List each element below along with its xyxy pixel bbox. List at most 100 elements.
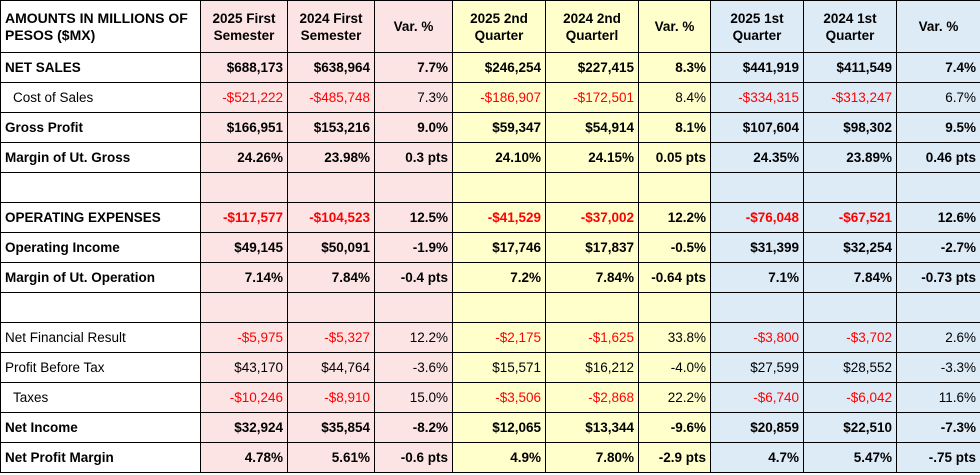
spacer-cell — [638, 172, 711, 203]
value-cell: $32,254 — [803, 232, 897, 263]
value-cell: 8.4% — [638, 82, 711, 113]
value-cell: $17,746 — [452, 232, 546, 263]
value-cell: -$41,529 — [452, 202, 546, 233]
spacer-cell — [0, 172, 201, 203]
spacer-cell — [0, 292, 201, 323]
value-cell: $27,599 — [710, 352, 804, 383]
value-cell: 5.61% — [287, 442, 375, 473]
table-row: Margin of Ut. Gross 24.26% 23.98% 0.3 pts 24… — [0, 142, 980, 173]
row-label: Taxes — [0, 382, 201, 413]
header-var-2nd-quarter: Var. % — [638, 0, 711, 53]
value-cell: 6.7% — [896, 82, 980, 113]
row-label: Operating Income — [0, 232, 201, 263]
value-cell: 4.7% — [710, 442, 804, 473]
value-cell: 5.47% — [803, 442, 897, 473]
row-label: Margin of Ut. Gross — [0, 142, 201, 173]
value-cell: $28,552 — [803, 352, 897, 383]
value-cell: -$6,042 — [803, 382, 897, 413]
value-cell: 23.89% — [803, 142, 897, 173]
table-row: Operating Income $49,145 $50,091 -1.9% $17,7… — [0, 232, 980, 263]
value-cell: -$5,327 — [287, 322, 375, 353]
spacer-cell — [803, 292, 897, 323]
value-cell: $54,914 — [545, 112, 639, 143]
value-cell: 12.5% — [374, 202, 453, 233]
table-body: NET SALES $688,173 $638,964 7.7% $246,254 $22… — [0, 52, 980, 473]
value-cell: $411,549 — [803, 52, 897, 83]
row-label: Gross Profit — [0, 112, 201, 143]
spacer-row — [0, 292, 980, 323]
value-cell: 15.0% — [374, 382, 453, 413]
value-cell: $17,837 — [545, 232, 639, 263]
spacer-cell — [638, 292, 711, 323]
value-cell: -4.0% — [638, 352, 711, 383]
value-cell: -0.73 pts — [896, 262, 980, 293]
spacer-cell — [452, 172, 546, 203]
value-cell: -$37,002 — [545, 202, 639, 233]
value-cell: 12.6% — [896, 202, 980, 233]
header-var-semester: Var. % — [374, 0, 453, 53]
value-cell: -7.3% — [896, 412, 980, 443]
header-2025-1st-quarter: 2025 1st Quarter — [710, 0, 804, 53]
value-cell: 4.9% — [452, 442, 546, 473]
value-cell: 9.5% — [896, 112, 980, 143]
value-cell: -$8,910 — [287, 382, 375, 413]
value-cell: 7.3% — [374, 82, 453, 113]
value-cell: 0.3 pts — [374, 142, 453, 173]
value-cell: 7.14% — [200, 262, 288, 293]
spacer-cell — [545, 292, 639, 323]
value-cell: -$117,577 — [200, 202, 288, 233]
header-var-1st-quarter: Var. % — [896, 0, 980, 53]
value-cell: 24.35% — [710, 142, 804, 173]
value-cell: -2.7% — [896, 232, 980, 263]
value-cell: $32,924 — [200, 412, 288, 443]
header-label: AMOUNTS IN MILLIONS OF PESOS ($MX) — [0, 0, 201, 53]
value-cell: $246,254 — [452, 52, 546, 83]
spacer-cell — [803, 172, 897, 203]
value-cell: -$104,523 — [287, 202, 375, 233]
value-cell: -$186,907 — [452, 82, 546, 113]
value-cell: 22.2% — [638, 382, 711, 413]
value-cell: 11.6% — [896, 382, 980, 413]
value-cell: 7.80% — [545, 442, 639, 473]
value-cell: -$313,247 — [803, 82, 897, 113]
value-cell: -0.6 pts — [374, 442, 453, 473]
value-cell: 7.84% — [803, 262, 897, 293]
row-label: Profit Before Tax — [0, 352, 201, 383]
value-cell: -$10,246 — [200, 382, 288, 413]
value-cell: $107,604 — [710, 112, 804, 143]
value-cell: -$2,868 — [545, 382, 639, 413]
spacer-cell — [896, 172, 980, 203]
value-cell: $153,216 — [287, 112, 375, 143]
value-cell: $35,854 — [287, 412, 375, 443]
value-cell: -0.5% — [638, 232, 711, 263]
table-row: Net Profit Margin 4.78% 5.61% -0.6 pts 4.9% 7… — [0, 442, 980, 473]
table-row: Cost of Sales -$521,222 -$485,748 7.3% -$186… — [0, 82, 980, 113]
value-cell: -9.6% — [638, 412, 711, 443]
table-row: Profit Before Tax $43,170 $44,764 -3.6% $15,… — [0, 352, 980, 383]
value-cell: -8.2% — [374, 412, 453, 443]
header-2025-2nd-quarter: 2025 2nd Quarter — [452, 0, 546, 53]
header-2024-2nd-quarter: 2024 2nd Quarterl — [545, 0, 639, 53]
value-cell: 12.2% — [374, 322, 453, 353]
value-cell: -$172,501 — [545, 82, 639, 113]
row-label: Net Profit Margin — [0, 442, 201, 473]
value-cell: -$521,222 — [200, 82, 288, 113]
value-cell: $20,859 — [710, 412, 804, 443]
table-row: Margin of Ut. Operation 7.14% 7.84% -0.4 pt… — [0, 262, 980, 293]
value-cell: 2.6% — [896, 322, 980, 353]
value-cell: -$334,315 — [710, 82, 804, 113]
value-cell: 23.98% — [287, 142, 375, 173]
value-cell: -$485,748 — [287, 82, 375, 113]
value-cell: -3.3% — [896, 352, 980, 383]
value-cell: -2.9 pts — [638, 442, 711, 473]
value-cell: -0.64 pts — [638, 262, 711, 293]
spacer-cell — [545, 172, 639, 203]
header-2024-1st-quarter: 2024 1st Quarter — [803, 0, 897, 53]
table-row: Gross Profit $166,951 $153,216 9.0% $59,347 $… — [0, 112, 980, 143]
value-cell: $638,964 — [287, 52, 375, 83]
value-cell: 33.8% — [638, 322, 711, 353]
value-cell: $44,764 — [287, 352, 375, 383]
value-cell: $98,302 — [803, 112, 897, 143]
spacer-cell — [710, 292, 804, 323]
